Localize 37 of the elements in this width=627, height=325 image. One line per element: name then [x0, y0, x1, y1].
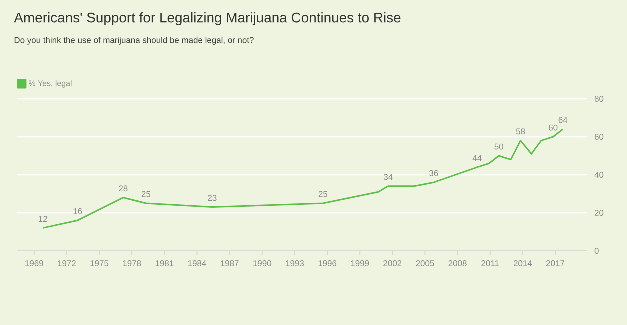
y-tick-label: 20	[594, 210, 604, 216]
x-tick-label: 2008	[448, 260, 467, 267]
x-tick-label: 2014	[514, 260, 532, 267]
y-tick-label: 60	[594, 134, 604, 140]
chart-title: Americans' Support for Legalizing Marijuana Continues to Rise	[14, 12, 401, 26]
x-tick-label: 1990	[254, 260, 272, 267]
x-tick-label: 1975	[90, 260, 109, 267]
data-label: 23	[208, 195, 217, 202]
x-tick-label: 1972	[58, 260, 76, 267]
data-label: 64	[558, 117, 568, 124]
data-label: 28	[119, 186, 128, 192]
chart-subtitle: Do you think the use of marijuana should be made legal, or not?	[14, 37, 254, 45]
y-tick-label: 80	[594, 96, 604, 102]
x-tick-label: 1996	[318, 260, 337, 267]
data-label: 16	[74, 208, 82, 214]
data-label: 50	[494, 144, 504, 150]
x-tick-label: 1987	[221, 260, 239, 267]
data-label: 34	[384, 174, 393, 180]
data-label: 60	[549, 124, 558, 131]
data-label: 36	[430, 170, 438, 176]
x-tick-label: 2002	[384, 260, 402, 267]
data-label: 12	[38, 216, 48, 222]
x-tick-label: 1984	[188, 260, 206, 267]
y-tick-label: 40	[594, 172, 604, 178]
x-tick-label: 1981	[156, 260, 174, 267]
x-tick-label: 1993	[286, 260, 304, 267]
y-tick-label: 0	[594, 248, 599, 254]
x-tick-label: 1978	[123, 260, 142, 267]
data-label: 58	[516, 128, 526, 135]
x-tick-label: 1969	[26, 260, 44, 267]
data-label: 25	[142, 191, 151, 198]
x-tick-label: 1999	[351, 260, 370, 267]
data-label: 44	[472, 155, 482, 162]
data-label: 25	[318, 191, 328, 198]
x-tick-label: 2011	[482, 260, 500, 267]
x-tick-label: 2005	[416, 260, 434, 267]
x-tick-label: 2017	[546, 260, 565, 267]
